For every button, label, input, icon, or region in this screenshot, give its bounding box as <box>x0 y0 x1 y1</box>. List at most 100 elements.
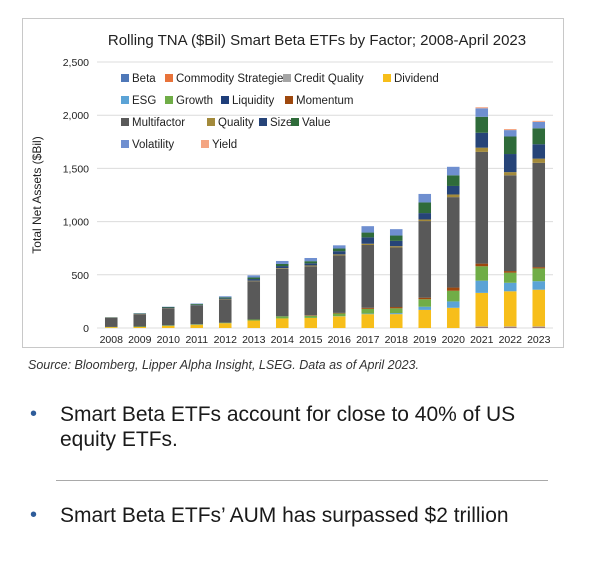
bar-segment-size <box>275 266 289 269</box>
bar-segment-momentum <box>503 271 517 273</box>
bar-segment-size <box>332 251 346 255</box>
bar-segment-quality <box>247 280 261 282</box>
bar-segment-credit-quality <box>503 326 517 327</box>
bar-segment-yield <box>503 129 517 131</box>
bar-segment-multifactor <box>218 299 232 323</box>
x-tick-label: 2018 <box>385 334 409 346</box>
x-tick-label: 2010 <box>157 334 181 346</box>
bar-segment-multifactor <box>161 308 175 326</box>
legend-swatch <box>121 96 129 104</box>
legend-swatch <box>283 74 291 82</box>
bullet-dot-icon: • <box>30 504 38 526</box>
x-tick-label: 2017 <box>356 334 380 346</box>
bullet-text: Smart Beta ETFs account for close to 40%… <box>60 403 516 451</box>
legend-label: Liquidity <box>232 95 274 107</box>
bar-segment-value <box>532 128 546 145</box>
bar-segment-multifactor <box>389 247 403 308</box>
bar-segment-dividend <box>389 314 403 328</box>
legend-label: Beta <box>132 73 156 85</box>
x-tick-label: 2020 <box>442 334 466 346</box>
bar-segment-growth <box>161 325 175 326</box>
bar-segment-value <box>304 261 318 264</box>
legend-swatch <box>165 74 173 82</box>
x-tick-label: 2016 <box>328 334 352 346</box>
bar-segment-volatility <box>532 121 546 129</box>
x-tick-label: 2014 <box>271 334 295 346</box>
bar-segment-esg <box>418 306 432 310</box>
bar-segment-dividend <box>275 318 289 328</box>
legend-swatch <box>383 74 391 82</box>
bar-segment-commodity-strategies <box>532 326 546 328</box>
bar-segment-beta <box>503 327 517 328</box>
legend-label: Size <box>270 117 292 129</box>
legend-label: Yield <box>212 139 237 151</box>
legend-label: Volatility <box>132 139 174 151</box>
bar-segment-size <box>418 213 432 220</box>
bar-segment-volatility <box>475 108 489 117</box>
bar-segment-multifactor <box>247 281 261 320</box>
bar-segment-value <box>418 202 432 214</box>
y-tick-label: 500 <box>71 270 89 282</box>
source-note: Source: Bloomberg, Lipper Alpha Insight,… <box>28 358 419 372</box>
bar-segment-quality <box>275 268 289 269</box>
legend-label: Commodity Strategies <box>176 73 289 85</box>
x-tick-label: 2021 <box>470 334 494 346</box>
bar-segment-size <box>218 298 232 299</box>
bar-segment-dividend <box>418 309 432 328</box>
legend-swatch <box>221 96 229 104</box>
bar-segment-growth <box>503 272 517 283</box>
legend-swatch <box>121 118 129 126</box>
bar-segment-volatility <box>503 130 517 137</box>
legend-label: Credit Quality <box>294 73 364 85</box>
x-tick-label: 2023 <box>527 334 551 346</box>
bullet-text: Smart Beta ETFs’ AUM has surpassed $2 tr… <box>60 504 509 527</box>
bar-segment-value <box>161 306 175 308</box>
bar-segment-dividend <box>161 325 175 328</box>
legend-swatch <box>291 118 299 126</box>
bar-segment-volatility <box>275 260 289 264</box>
bar-segment-volatility <box>389 229 403 236</box>
bar-segment-size <box>161 307 175 309</box>
legend-swatch <box>201 140 209 148</box>
legend-label: ESG <box>132 95 156 107</box>
x-tick-label: 2008 <box>100 334 124 346</box>
chart-title: Rolling TNA ($Bil) Smart Beta ETFs by Fa… <box>108 32 526 49</box>
bar-segment-dividend <box>446 307 460 328</box>
bar-segment-volatility <box>218 296 232 298</box>
bar-segment-volatility <box>247 275 261 278</box>
bar-segment-value <box>475 116 489 133</box>
bar-segment-esg <box>361 313 375 315</box>
bar-segment-value <box>247 277 261 280</box>
legend-label: Momentum <box>296 95 354 107</box>
bar-segment-size <box>446 185 460 195</box>
bar-segment-growth <box>304 315 318 318</box>
bar-segment-momentum <box>361 307 375 309</box>
x-tick-label: 2013 <box>242 334 266 346</box>
bar-segment-quality <box>446 194 460 198</box>
bar-segment-momentum <box>304 315 318 316</box>
bar-segment-growth <box>389 308 403 314</box>
bar-segment-multifactor <box>475 151 489 264</box>
bar-segment-yield <box>532 120 546 122</box>
bar-segment-momentum <box>332 312 346 314</box>
stacked-bar-chart: Rolling TNA ($Bil) Smart Beta ETFs by Fa… <box>30 32 553 346</box>
bar-segment-growth <box>475 266 489 281</box>
bar-segment-growth <box>247 319 261 321</box>
bar-segment-quality <box>304 265 318 267</box>
bar-segment-esg <box>503 282 517 292</box>
legend-label: Multifactor <box>132 117 185 129</box>
bar-segment-quality <box>361 243 375 246</box>
x-tick-label: 2015 <box>299 334 323 346</box>
y-tick-label: 1,500 <box>63 163 89 175</box>
bar-segment-quality <box>503 172 517 176</box>
bar-segment-growth <box>532 268 546 282</box>
bar-segment-value <box>190 304 204 305</box>
bar-segment-multifactor <box>332 255 346 313</box>
bar-segment-growth <box>218 322 232 324</box>
legend-swatch <box>121 140 129 148</box>
bullet-item-1: • Smart Beta ETFs account for close to 4… <box>30 402 570 452</box>
divider <box>56 480 548 481</box>
bar-segment-value <box>389 235 403 241</box>
bar-segment-multifactor <box>446 197 460 288</box>
bar-segment-dividend <box>304 317 318 328</box>
